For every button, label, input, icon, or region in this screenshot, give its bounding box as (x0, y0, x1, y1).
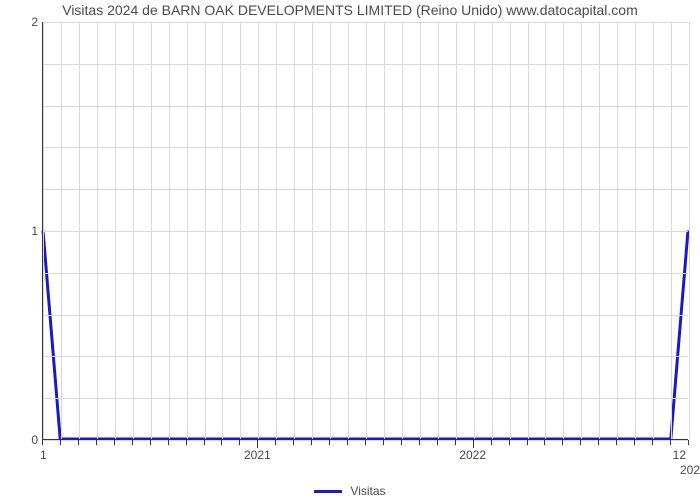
chart-title: Visitas 2024 de BARN OAK DEVELOPMENTS LI… (0, 2, 700, 18)
grid-v (402, 22, 403, 439)
x-minor-tick (598, 440, 599, 445)
x-minor-tick (329, 440, 330, 445)
x-minor-tick (239, 440, 240, 445)
grid-v (671, 22, 672, 439)
grid-v (635, 22, 636, 439)
grid-v (205, 22, 206, 439)
x-minor-tick (204, 440, 205, 445)
grid-v (384, 22, 385, 439)
x-minor-tick (186, 440, 187, 445)
grid-v (653, 22, 654, 439)
x-minor-tick (42, 440, 43, 445)
grid-v (689, 22, 690, 439)
grid-v (276, 22, 277, 439)
grid-v (474, 22, 475, 439)
grid-v (97, 22, 98, 439)
grid-v (599, 22, 600, 439)
grid-v (79, 22, 80, 439)
x-edge-cut-label: 202 (680, 463, 700, 477)
x-minor-tick (652, 440, 653, 445)
grid-v (133, 22, 134, 439)
x-edge-left-label: 1 (40, 448, 47, 462)
x-minor-tick (401, 440, 402, 445)
x-minor-tick (455, 440, 456, 445)
legend-swatch (314, 490, 342, 493)
grid-v (492, 22, 493, 439)
grid-v (348, 22, 349, 439)
grid-v (151, 22, 152, 439)
chart-legend: Visitas (0, 484, 700, 498)
x-minor-tick (419, 440, 420, 445)
x-minor-tick (60, 440, 61, 445)
x-minor-tick (221, 440, 222, 445)
grid-v (61, 22, 62, 439)
x-minor-tick (634, 440, 635, 445)
x-minor-tick (616, 440, 617, 445)
x-minor-tick (365, 440, 366, 445)
x-minor-tick (150, 440, 151, 445)
grid-v (581, 22, 582, 439)
x-minor-tick (437, 440, 438, 445)
grid-v (222, 22, 223, 439)
legend-label: Visitas (350, 484, 385, 498)
grid-v (617, 22, 618, 439)
grid-v (43, 22, 44, 439)
grid-v (169, 22, 170, 439)
x-minor-tick (491, 440, 492, 445)
y-tick-label: 0 (31, 433, 38, 447)
x-minor-tick (347, 440, 348, 445)
grid-v (366, 22, 367, 439)
grid-v (510, 22, 511, 439)
visits-line-chart: Visitas 2024 de BARN OAK DEVELOPMENTS LI… (0, 0, 700, 500)
x-minor-tick (275, 440, 276, 445)
grid-v (187, 22, 188, 439)
x-major-tick (257, 440, 258, 448)
x-tick-label: 2022 (459, 448, 486, 462)
grid-v (330, 22, 331, 439)
x-minor-tick (544, 440, 545, 445)
grid-v (420, 22, 421, 439)
grid-v (528, 22, 529, 439)
grid-v (240, 22, 241, 439)
y-tick-label: 1 (31, 224, 38, 238)
grid-v (545, 22, 546, 439)
x-minor-tick (562, 440, 563, 445)
grid-v (312, 22, 313, 439)
x-minor-tick (688, 440, 689, 445)
x-minor-tick (114, 440, 115, 445)
y-tick-label: 2 (31, 15, 38, 29)
grid-v (438, 22, 439, 439)
x-minor-tick (311, 440, 312, 445)
plot-area (42, 22, 688, 440)
x-minor-tick (383, 440, 384, 445)
x-minor-tick (78, 440, 79, 445)
grid-v (563, 22, 564, 439)
x-tick-label: 2021 (244, 448, 271, 462)
x-minor-tick (527, 440, 528, 445)
x-minor-tick (580, 440, 581, 445)
x-minor-tick (670, 440, 671, 445)
x-major-tick (473, 440, 474, 448)
grid-v (294, 22, 295, 439)
grid-v (456, 22, 457, 439)
x-minor-tick (168, 440, 169, 445)
grid-v (115, 22, 116, 439)
grid-v (258, 22, 259, 439)
x-minor-tick (132, 440, 133, 445)
x-minor-tick (293, 440, 294, 445)
x-minor-tick (96, 440, 97, 445)
x-minor-tick (509, 440, 510, 445)
x-edge-right-label: 12 (673, 448, 686, 462)
